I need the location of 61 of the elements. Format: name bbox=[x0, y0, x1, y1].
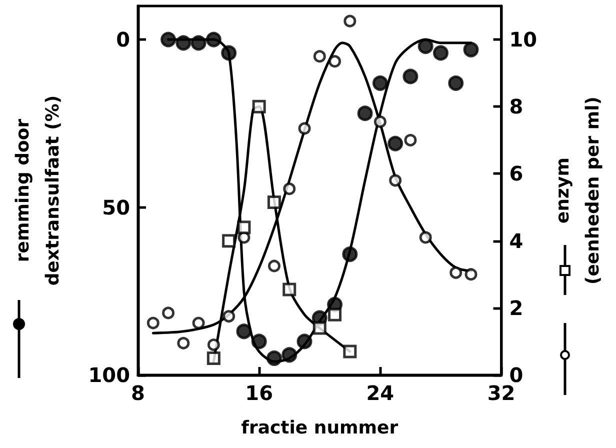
point bbox=[207, 338, 220, 352]
y2-tick-label: 6 bbox=[509, 162, 524, 186]
point bbox=[222, 234, 236, 248]
point bbox=[402, 68, 418, 84]
point bbox=[252, 100, 266, 114]
point bbox=[298, 122, 311, 135]
point bbox=[206, 32, 222, 48]
x-tick-label: 16 bbox=[245, 381, 274, 405]
y-tick-label: 0 bbox=[116, 28, 130, 52]
point bbox=[282, 347, 298, 363]
point bbox=[328, 55, 342, 68]
x-tick-label: 8 bbox=[131, 381, 145, 405]
point bbox=[389, 174, 402, 187]
point bbox=[450, 266, 462, 279]
x-axis-title: fractie nummer bbox=[241, 418, 398, 438]
point bbox=[283, 182, 296, 196]
point bbox=[206, 351, 220, 365]
point bbox=[357, 106, 373, 122]
point bbox=[221, 45, 237, 61]
point bbox=[176, 35, 192, 51]
y2-tick-label: 2 bbox=[509, 296, 524, 320]
point bbox=[463, 42, 479, 58]
point bbox=[146, 316, 160, 330]
y-tick-label: 100 bbox=[88, 363, 130, 387]
point bbox=[342, 246, 358, 262]
y-axis-title: remming door dextransulfaat (%) bbox=[12, 95, 64, 286]
point bbox=[177, 336, 190, 350]
point bbox=[268, 260, 280, 272]
point bbox=[282, 282, 296, 296]
point bbox=[192, 316, 205, 330]
y2-axis-title: enzym (eenheden per ml) bbox=[552, 96, 604, 285]
y2-tick-label: 10 bbox=[509, 28, 538, 52]
point bbox=[312, 321, 326, 335]
point bbox=[344, 14, 356, 28]
point bbox=[190, 35, 206, 51]
point bbox=[419, 231, 432, 244]
point bbox=[251, 334, 267, 350]
point bbox=[237, 220, 251, 234]
point bbox=[267, 195, 281, 209]
x-tick-label: 24 bbox=[366, 381, 394, 405]
point bbox=[296, 334, 312, 350]
point bbox=[160, 32, 176, 48]
point bbox=[162, 306, 175, 320]
y2-tick-label: 8 bbox=[509, 94, 524, 119]
point bbox=[313, 50, 326, 63]
point bbox=[374, 115, 386, 128]
point bbox=[464, 268, 478, 281]
point bbox=[328, 308, 342, 322]
point bbox=[388, 136, 404, 152]
point bbox=[418, 38, 434, 54]
y-tick-label: 50 bbox=[102, 195, 130, 220]
point bbox=[404, 134, 417, 146]
point bbox=[448, 75, 464, 91]
point bbox=[266, 350, 282, 366]
point bbox=[343, 344, 357, 358]
point bbox=[222, 310, 236, 323]
point bbox=[372, 75, 388, 91]
x-tick-label: 32 bbox=[487, 381, 516, 405]
y2-tick-label: 4 bbox=[509, 228, 524, 253]
point bbox=[236, 324, 252, 340]
point bbox=[432, 45, 448, 61]
